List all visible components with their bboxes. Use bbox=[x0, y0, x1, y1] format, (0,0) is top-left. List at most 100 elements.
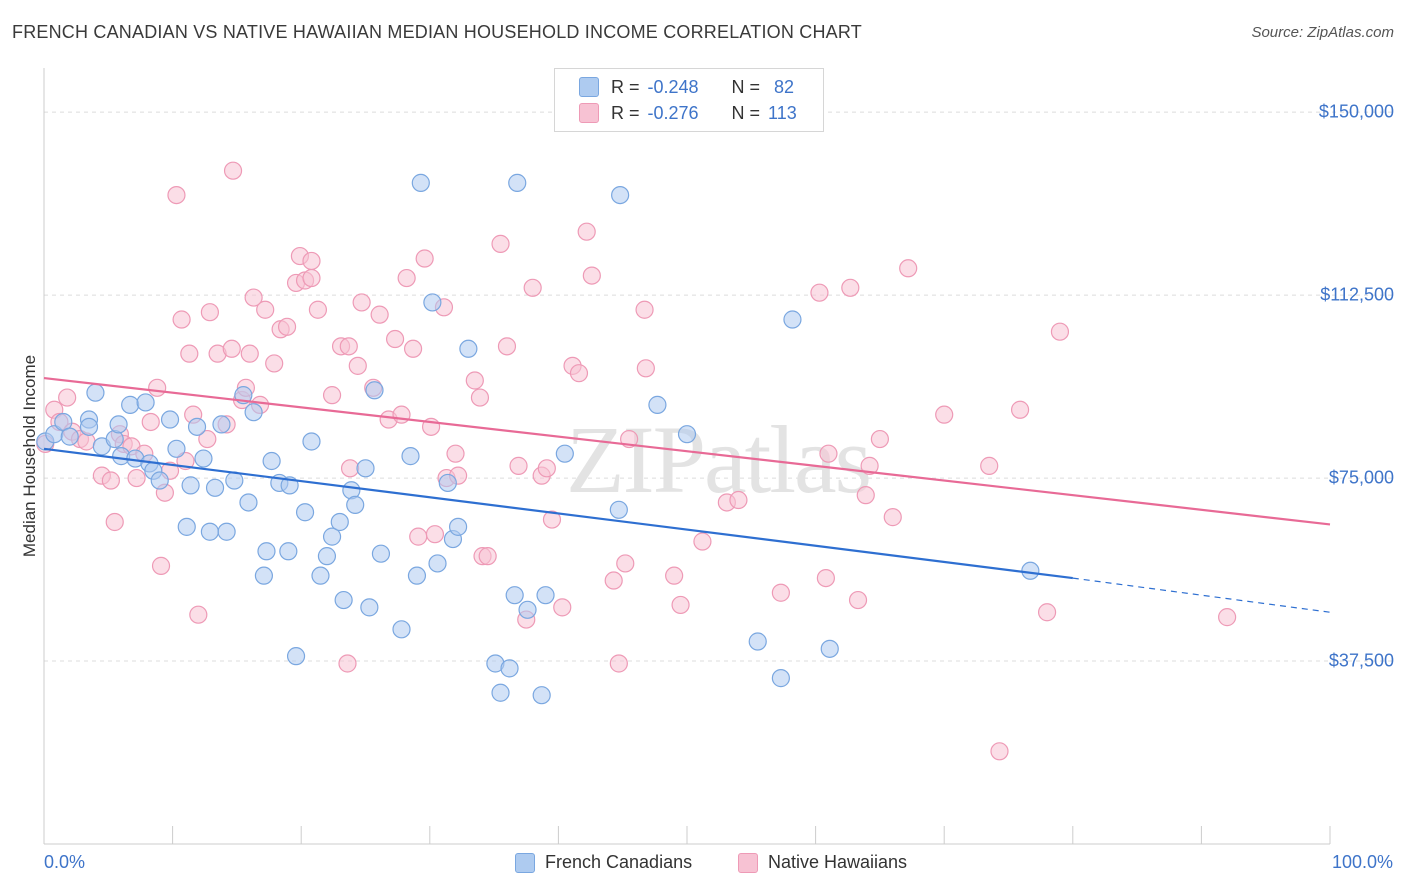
r-value: -0.248 bbox=[647, 76, 699, 97]
source-note: Source: ZipAtlas.com bbox=[1251, 24, 1394, 41]
french-canadian-point bbox=[771, 669, 790, 688]
french-canadian-point bbox=[86, 383, 105, 402]
french-canadian-point bbox=[500, 659, 519, 678]
r-label: R = bbox=[611, 102, 640, 123]
y-tick-label: $37,500 bbox=[1328, 650, 1394, 671]
trendlines bbox=[43, 376, 1331, 613]
native-hawaiian-point bbox=[392, 405, 411, 424]
french-canadian-point bbox=[239, 493, 258, 512]
blue-swatch bbox=[515, 852, 535, 873]
french-canadian-point bbox=[555, 444, 574, 463]
french-canadian-point bbox=[428, 554, 447, 573]
bottom-legend-native-hawaiians: Native Hawaiians bbox=[738, 852, 907, 873]
native-hawaiian-point bbox=[582, 266, 601, 285]
axes bbox=[43, 68, 1331, 845]
native-hawaiian-point bbox=[856, 486, 875, 505]
french-canadian-point bbox=[401, 447, 420, 466]
chart-title: FRENCH CANADIAN VS NATIVE HAWAIIAN MEDIA… bbox=[12, 22, 862, 42]
native-hawaiian-point bbox=[883, 508, 902, 527]
native-hawaiian-point bbox=[446, 444, 465, 463]
native-hawaiian-point bbox=[167, 185, 186, 205]
native-hawaiian-point bbox=[198, 429, 217, 449]
french-canadian-point bbox=[448, 517, 468, 536]
native-hawaiian-point bbox=[609, 654, 628, 673]
french-canadian-point bbox=[257, 542, 276, 561]
native-hawaiian-point bbox=[771, 583, 790, 602]
french-canadian-point bbox=[648, 395, 667, 414]
french-canadian-point bbox=[200, 522, 219, 541]
native-hawaiian-point bbox=[338, 654, 357, 673]
native-hawaiian-point bbox=[385, 329, 405, 349]
native-hawaiian-point bbox=[403, 339, 423, 358]
native-hawaiian-point bbox=[1050, 322, 1070, 341]
french-canadian-point bbox=[411, 173, 430, 192]
french-canadian-point bbox=[609, 500, 628, 519]
french-canadian-point bbox=[407, 566, 427, 585]
french-canadian-point bbox=[459, 339, 478, 358]
bottom-legend-french-canadians: French Canadians bbox=[515, 852, 692, 873]
french-canadian-point bbox=[532, 686, 551, 705]
french-canadian-point bbox=[205, 478, 225, 497]
native-hawaiian-point bbox=[523, 278, 542, 297]
legend-row-french-canadians: R = -0.248 N = 82 bbox=[579, 75, 794, 99]
french-canadians-trendline bbox=[43, 447, 1073, 580]
french-canadian-point bbox=[109, 415, 128, 434]
native-hawaiian-point bbox=[240, 344, 259, 363]
native-hawaiian-point bbox=[180, 344, 199, 363]
native-hawaiian-point bbox=[635, 300, 654, 319]
native-hawaiian-point bbox=[577, 222, 596, 241]
watermark: ZIPatlas bbox=[566, 406, 870, 513]
series-name: French Canadians bbox=[545, 852, 693, 872]
french-canadian-point bbox=[60, 427, 79, 446]
french-canadian-point bbox=[360, 598, 379, 617]
french-canadian-point bbox=[167, 439, 186, 458]
french-canadian-point bbox=[783, 310, 802, 329]
french-canadian-point bbox=[748, 632, 767, 651]
native-hawaiian-point bbox=[729, 490, 748, 510]
native-hawaiian-point bbox=[172, 310, 191, 329]
native-hawaiian-point bbox=[980, 456, 999, 475]
y-tick-label: $75,000 bbox=[1328, 467, 1394, 488]
native-hawaiian-point bbox=[841, 278, 860, 297]
native-hawaiian-point bbox=[665, 566, 684, 585]
french-canadians-points bbox=[36, 173, 1040, 705]
french-canadian-point bbox=[491, 683, 510, 702]
native-hawaiian-point bbox=[990, 742, 1009, 761]
native-hawaiian-point bbox=[870, 429, 890, 449]
native-hawaiian-point bbox=[277, 317, 297, 336]
french-canadian-point bbox=[286, 647, 306, 666]
french-canadian-point bbox=[677, 425, 697, 444]
native-hawaiian-point bbox=[899, 259, 918, 278]
native-hawaiian-point bbox=[200, 303, 219, 322]
native-hawaiian-point bbox=[302, 251, 321, 271]
french-canadian-point bbox=[356, 459, 375, 478]
french-canadian-point bbox=[371, 544, 391, 563]
native-hawaiian-point bbox=[478, 547, 497, 566]
native-hawaiian-point bbox=[322, 386, 342, 405]
native-hawaiian-point bbox=[465, 371, 484, 390]
native-hawaiian-point bbox=[339, 337, 358, 356]
native-hawaiian-point bbox=[1037, 603, 1057, 622]
french-canadian-point bbox=[217, 522, 236, 541]
french-canadian-point bbox=[150, 471, 169, 490]
native-hawaiian-point bbox=[58, 388, 77, 407]
native-hawaiian-point bbox=[425, 525, 445, 544]
native-hawaiian-point bbox=[141, 412, 160, 432]
native-hawaiian-point bbox=[105, 512, 124, 532]
native-hawaiian-point bbox=[348, 356, 367, 375]
french-canadian-point bbox=[1021, 561, 1040, 580]
native-hawaiian-point bbox=[1010, 400, 1030, 419]
french-canadian-point bbox=[334, 590, 353, 610]
french-canadian-point bbox=[262, 451, 281, 471]
french-canadian-point bbox=[611, 185, 630, 205]
native-hawaiian-point bbox=[810, 283, 829, 302]
french-canadian-point bbox=[330, 512, 349, 532]
french-canadian-point bbox=[317, 547, 337, 566]
native-hawaiian-point bbox=[409, 527, 428, 546]
french-canadian-point bbox=[302, 432, 321, 451]
pink-swatch bbox=[738, 852, 758, 873]
native-hawaiian-point bbox=[265, 354, 284, 373]
french-canadian-point bbox=[121, 395, 140, 414]
n-value: 82 bbox=[774, 76, 795, 97]
